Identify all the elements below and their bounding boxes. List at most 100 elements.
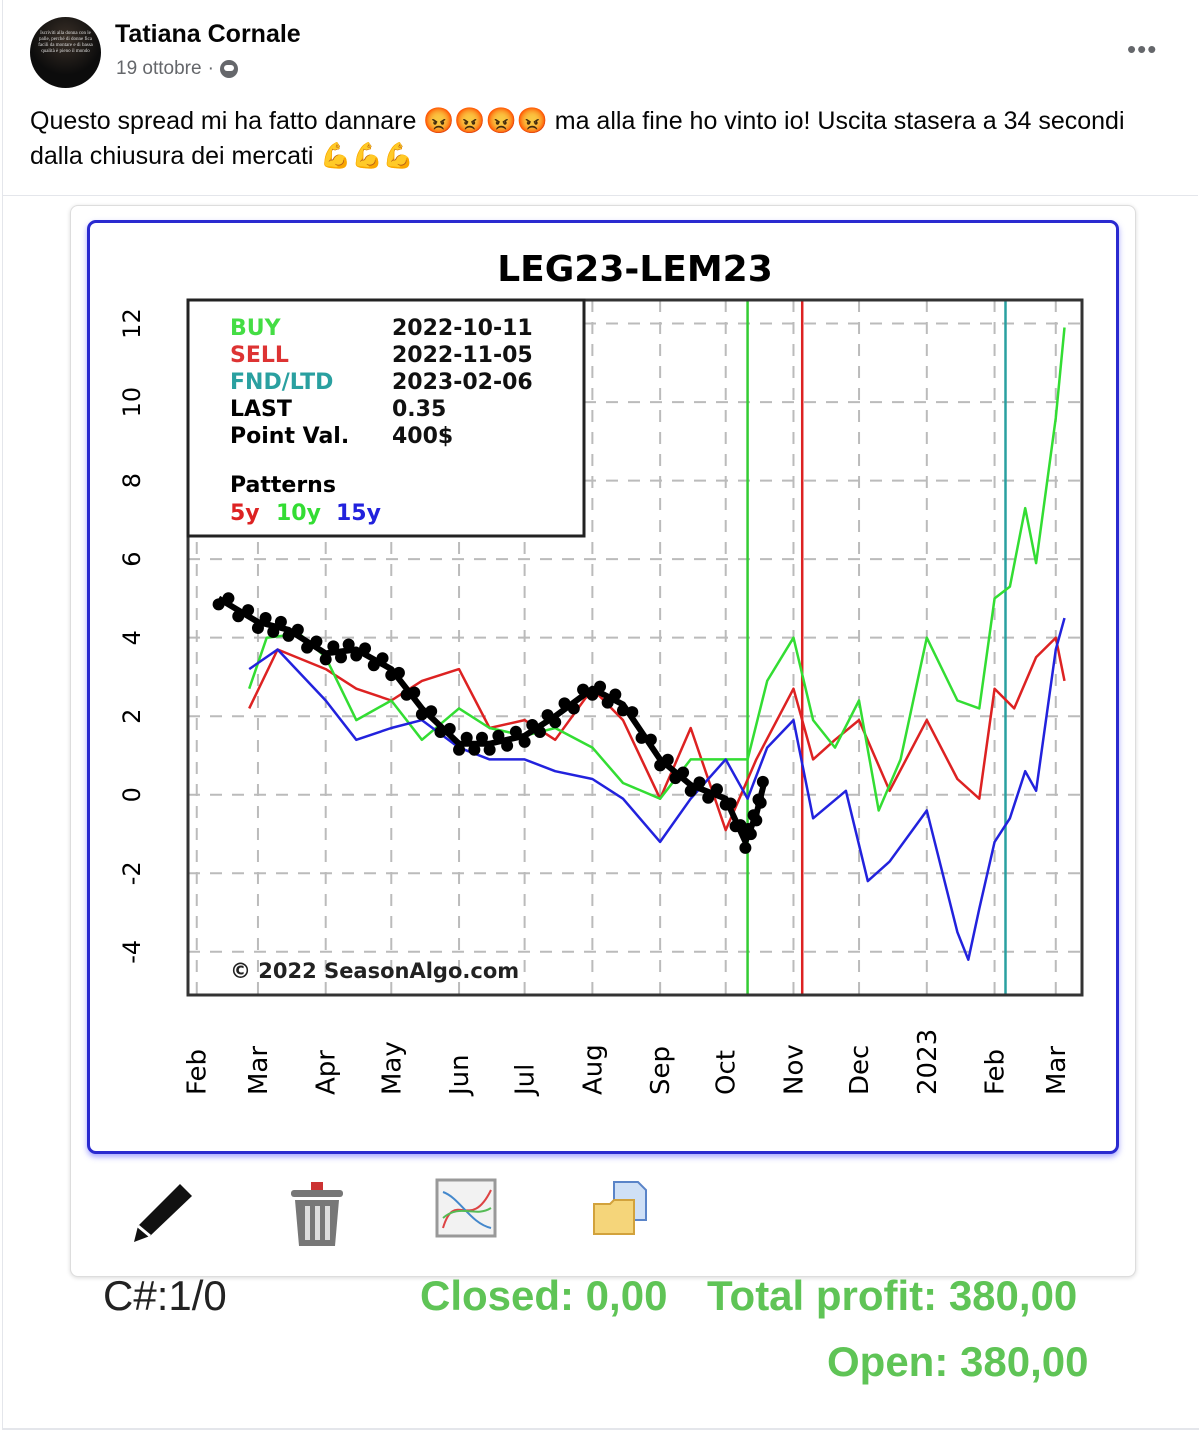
chart-title: LEG23-LEM23 xyxy=(497,249,773,290)
spread-chart: LEG23-LEM23 BUY 2022-10-11 SELL 2022-11-05 F… xyxy=(118,249,1084,1097)
data-point xyxy=(601,696,614,709)
data-point xyxy=(577,683,590,696)
data-point xyxy=(367,659,380,672)
x-tick-label: Nov xyxy=(779,1044,809,1095)
data-point xyxy=(558,697,571,710)
info-label: BUY xyxy=(230,316,282,341)
patterns-label: Patterns xyxy=(230,473,336,498)
data-point xyxy=(267,625,280,638)
delete-button[interactable] xyxy=(283,1178,353,1248)
y-tick-label: -4 xyxy=(118,940,146,964)
more-dots-icon[interactable]: ••• xyxy=(1127,34,1158,64)
chart-icon xyxy=(435,1178,497,1238)
data-point xyxy=(460,731,473,744)
avatar[interactable]: Iscriviti alla donna con le palle, perch… xyxy=(30,17,101,88)
trash-icon xyxy=(291,1182,343,1246)
data-point xyxy=(518,735,531,748)
data-point xyxy=(242,604,255,617)
post-meta: 19 ottobre · xyxy=(116,58,238,80)
x-tick-label: Sep xyxy=(646,1046,676,1095)
data-point xyxy=(425,705,438,718)
data-point xyxy=(468,743,481,756)
x-tick-label: Dec xyxy=(845,1045,875,1095)
x-tick-label: Jul xyxy=(511,1064,541,1097)
data-point xyxy=(609,688,622,701)
data-point xyxy=(616,704,629,717)
x-tick-label: Oct xyxy=(712,1050,742,1095)
data-point xyxy=(453,743,466,756)
data-point xyxy=(684,784,697,797)
y-tick-label: 4 xyxy=(118,630,146,645)
x-tick-label: Jun xyxy=(445,1054,475,1097)
info-label: SELL xyxy=(230,343,289,368)
data-point xyxy=(549,716,562,729)
data-point xyxy=(586,688,599,701)
data-point xyxy=(282,629,295,642)
public-globe-icon xyxy=(219,60,238,78)
data-point xyxy=(710,783,723,796)
data-point xyxy=(415,708,428,721)
data-point xyxy=(251,621,264,634)
data-point xyxy=(501,739,514,752)
data-point xyxy=(693,776,706,789)
y-tick-label: 0 xyxy=(118,787,146,802)
data-point xyxy=(739,841,752,854)
data-point xyxy=(509,725,522,738)
separator: · xyxy=(207,58,214,79)
data-point xyxy=(222,592,235,605)
data-point xyxy=(434,726,447,739)
data-point xyxy=(702,791,715,804)
copy-button[interactable] xyxy=(590,1178,660,1248)
y-tick-label: 10 xyxy=(118,387,146,418)
copyright: © 2022 SeasonAlgo.com xyxy=(230,959,519,983)
info-label: LAST xyxy=(230,397,292,422)
data-point xyxy=(483,743,496,756)
data-point xyxy=(335,651,348,664)
chart-view-button[interactable] xyxy=(435,1178,505,1248)
edit-button[interactable] xyxy=(128,1178,198,1248)
data-point xyxy=(301,641,314,654)
data-point xyxy=(526,718,539,731)
data-point xyxy=(359,642,372,655)
data-point xyxy=(376,652,389,665)
data-point xyxy=(274,615,287,628)
post-date[interactable]: 19 ottobre xyxy=(116,58,202,79)
info-value: 2022-10-11 xyxy=(392,316,533,341)
total-profit: Total profit: 380,00 xyxy=(707,1272,1078,1319)
data-point xyxy=(744,828,757,841)
closed-profit: Closed: 0,00 xyxy=(420,1272,668,1319)
data-point xyxy=(533,726,546,739)
data-point xyxy=(291,623,304,636)
data-point xyxy=(259,611,272,624)
data-point xyxy=(342,638,355,651)
info-label: Point Val. xyxy=(230,424,349,449)
info-value: 2023-02-06 xyxy=(392,370,533,395)
data-point xyxy=(756,775,769,788)
legend-item: 10y xyxy=(276,501,321,526)
x-tick-label: Feb xyxy=(981,1049,1011,1095)
series-line-10y xyxy=(248,327,1066,812)
data-point xyxy=(319,653,332,666)
data-point xyxy=(635,731,648,744)
data-point xyxy=(541,709,554,722)
data-point xyxy=(408,686,421,699)
y-tick-label: 12 xyxy=(118,308,146,339)
x-tick-label: Feb xyxy=(183,1049,213,1095)
x-tick-label: 2023 xyxy=(913,1029,943,1095)
open-profit: Open: 380,00 xyxy=(827,1338,1089,1385)
author-name[interactable]: Tatiana Cornale xyxy=(115,20,301,48)
y-tick-label: 6 xyxy=(118,552,146,567)
legend-item: 15y xyxy=(336,501,381,526)
data-point xyxy=(212,598,225,611)
data-point xyxy=(392,666,405,679)
info-value: 0.35 xyxy=(392,397,446,422)
series-line-15y xyxy=(248,617,1066,961)
folder-copy-icon xyxy=(593,1181,647,1235)
data-point xyxy=(750,814,763,827)
data-point xyxy=(475,731,488,744)
x-tick-label: Mar xyxy=(244,1046,274,1095)
data-point xyxy=(567,702,580,715)
data-point xyxy=(232,610,245,623)
post-text: Questo spread mi ha fatto dannare 😡😡😡😡 m… xyxy=(30,107,1125,170)
